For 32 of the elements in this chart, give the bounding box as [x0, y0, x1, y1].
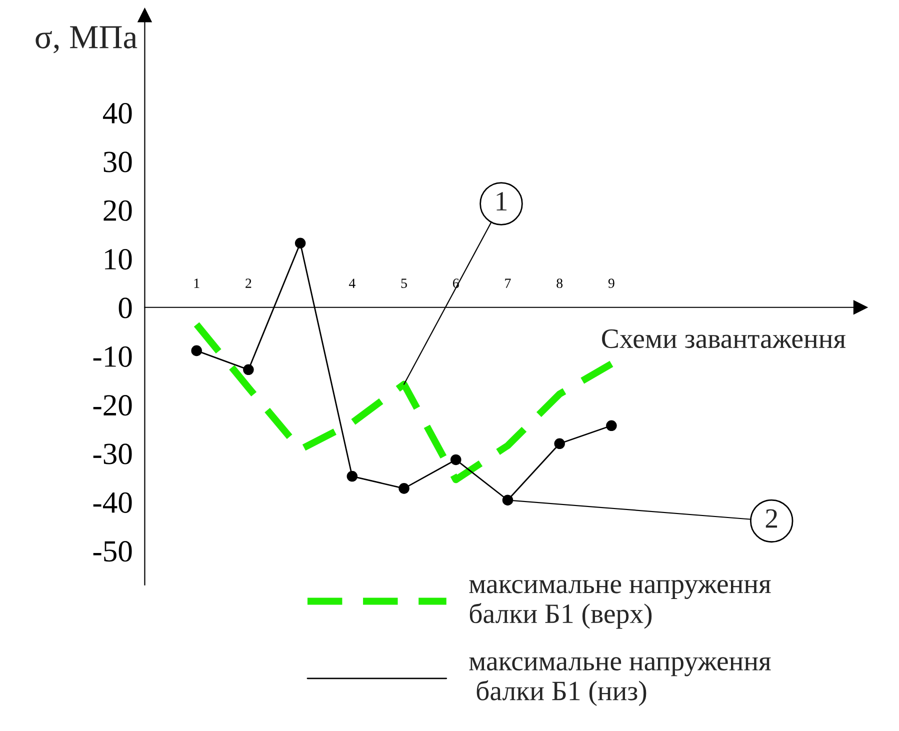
- point: [243, 364, 254, 376]
- x-tick-label: 8: [556, 278, 563, 288]
- y-tick-label: 20: [104, 200, 132, 221]
- y-tick-label: -40: [93, 492, 132, 513]
- x-tick-label: 5: [401, 278, 407, 288]
- x-tick-label: 2: [246, 278, 252, 288]
- point: [606, 420, 617, 432]
- legend-label: максимальне напруження балки Б1 (верх): [469, 580, 771, 629]
- y-tick-label: -20: [93, 395, 132, 416]
- x-axis-title: Схеми завантаження: [602, 329, 846, 348]
- annotation: 2: [766, 509, 778, 528]
- point: [554, 438, 565, 450]
- x-tick-label: 1: [194, 278, 200, 288]
- y-tick-label: 30: [104, 152, 132, 172]
- y-axis-title: σ, МПа: [36, 26, 138, 54]
- point: [191, 345, 202, 356]
- y-tick-label: 0: [118, 298, 132, 318]
- annotation: 1: [496, 192, 507, 210]
- x-tick-label: 4: [348, 278, 356, 288]
- y-tick-label: -10: [93, 346, 132, 367]
- point: [346, 470, 358, 482]
- point: [294, 238, 306, 249]
- point: [502, 494, 514, 506]
- point: [398, 483, 410, 494]
- y-tick-label: -30: [93, 444, 132, 464]
- y-tick-label: 10: [105, 248, 132, 270]
- y-tick-label: 40: [102, 102, 132, 124]
- x-tick-label: 7: [505, 278, 511, 288]
- x-tick-label: 9: [608, 278, 614, 288]
- legend-label: максимальне напруження балки Б1 (низ): [469, 657, 771, 706]
- point: [450, 454, 462, 466]
- y-tick-label: -50: [93, 541, 132, 562]
